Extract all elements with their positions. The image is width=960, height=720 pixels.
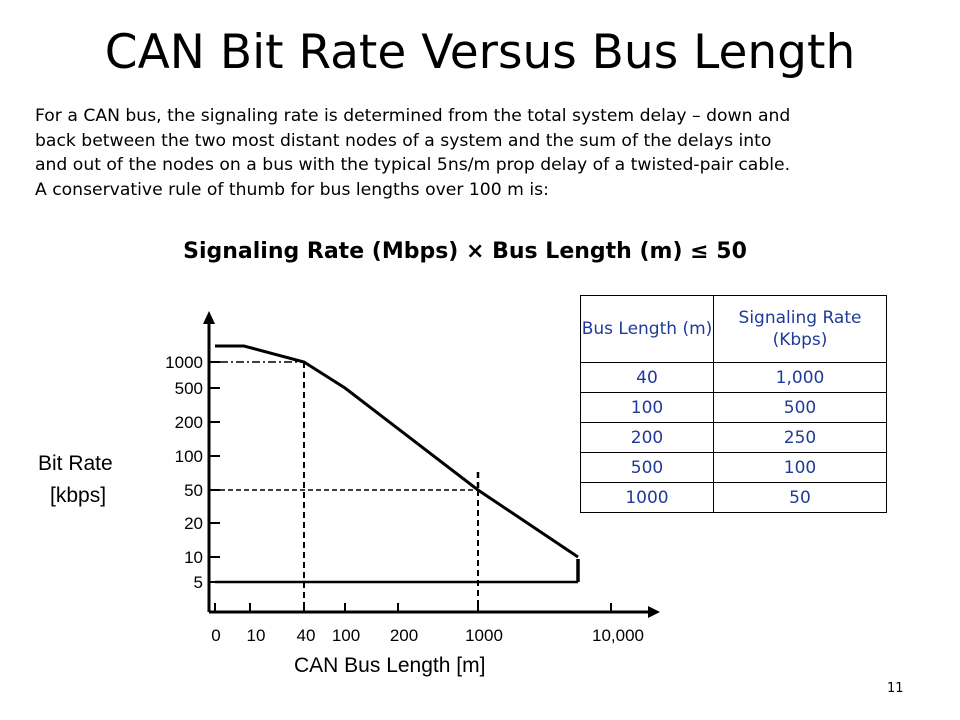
- y-tick-label: 500: [175, 379, 203, 398]
- x-tick-label: 1000: [465, 626, 503, 645]
- y-tick-label: 1000: [165, 353, 203, 372]
- table-cell: 100: [713, 452, 887, 483]
- y-axis-arrow-icon: [203, 311, 215, 324]
- slide-number: 11: [887, 681, 904, 696]
- table-cell: 500: [713, 392, 887, 423]
- y-tick-label: 20: [184, 514, 203, 533]
- y-tick-label: 50: [184, 481, 203, 500]
- table-cell: 500: [580, 452, 714, 483]
- x-axis-title: CAN Bus Length [m]: [294, 654, 486, 677]
- intro-line: For a CAN bus, the signaling rate is det…: [35, 106, 791, 126]
- x-tick-label: 10,000: [592, 626, 644, 645]
- x-tick-label: 10: [247, 626, 266, 645]
- table-cell: 200: [580, 422, 714, 453]
- y-axis-title: Bit Rate [kbps]: [38, 448, 138, 512]
- table-header-signaling-rate: Signaling Rate (Kbps): [713, 295, 887, 363]
- table-cell: 40: [580, 362, 714, 393]
- table-row: 40 1,000: [580, 362, 887, 393]
- y-axis-title-label: Bit Rate: [38, 452, 113, 475]
- y-tick-label: 100: [175, 447, 203, 466]
- rate-table: Bus Length (m) Signaling Rate (Kbps) 40 …: [580, 295, 887, 513]
- rule-of-thumb-formula: Signaling Rate (Mbps) × Bus Length (m) ≤…: [183, 239, 747, 264]
- y-tick-label: 200: [175, 413, 203, 432]
- table-cell: 50: [713, 482, 887, 513]
- table-row: 500 100: [580, 452, 887, 483]
- table-row: 1000 50: [580, 482, 887, 513]
- table-cell: 1000: [580, 482, 714, 513]
- bit-rate-upper-curve: [215, 344, 579, 559]
- intro-line: back between the two most distant nodes …: [35, 130, 772, 151]
- x-tick-label: 40: [297, 626, 316, 645]
- x-tick-label: 100: [332, 626, 360, 645]
- intro-line: and out of the nodes on a bus with the t…: [35, 155, 791, 176]
- table-cell: 100: [580, 392, 714, 423]
- table-row: 200 250: [580, 422, 887, 453]
- table-row: 100 500: [580, 392, 887, 423]
- table-cell: 1,000: [713, 362, 887, 393]
- x-tick-label: 0: [211, 626, 220, 645]
- slide-title: CAN Bit Rate Versus Bus Length: [104, 25, 856, 80]
- x-axis-arrow-icon: [648, 606, 660, 618]
- y-tick-label: 10: [184, 548, 203, 567]
- x-tick-label: 200: [390, 626, 418, 645]
- y-axis-title-unit: [kbps]: [50, 484, 107, 507]
- y-tick-label: 5: [194, 573, 203, 592]
- intro-line: A conservative rule of thumb for bus len…: [35, 179, 549, 200]
- intro-paragraph: For a CAN bus, the signaling rate is det…: [35, 104, 905, 202]
- table-cell: 250: [713, 422, 887, 453]
- table-header-bus-length: Bus Length (m): [580, 295, 714, 363]
- table-header-row: Bus Length (m) Signaling Rate (Kbps): [580, 295, 887, 363]
